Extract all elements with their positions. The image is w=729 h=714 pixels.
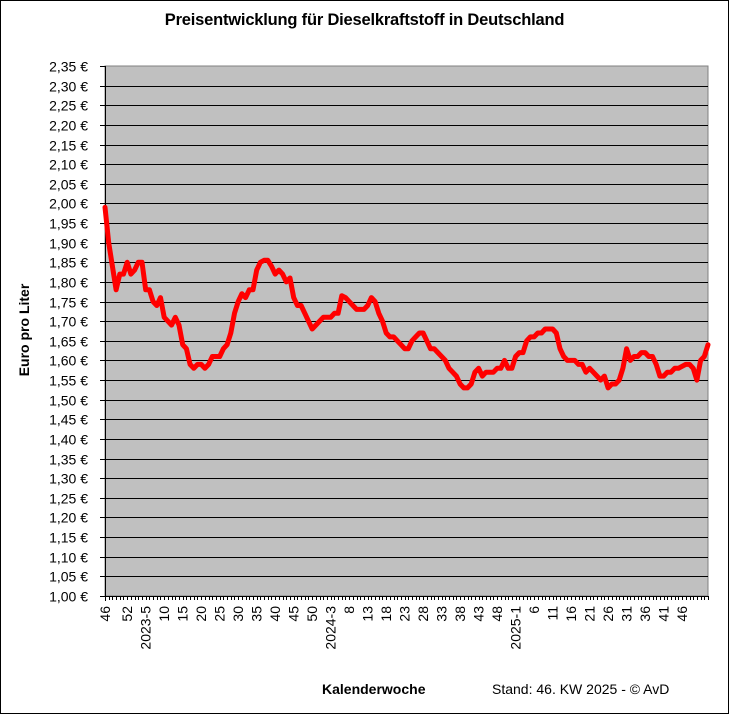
x-tick-label: 13 — [360, 606, 376, 622]
y-tick-label: 2,00 € — [49, 196, 88, 212]
x-tick-label: 2025-1 — [508, 606, 524, 650]
x-tick-label: 40 — [267, 606, 283, 622]
y-tick-label: 2,25 € — [49, 98, 88, 114]
x-tick-label: 43 — [471, 606, 487, 622]
x-tick-label: 18 — [378, 606, 394, 622]
y-tick-label: 1,40 € — [49, 432, 88, 448]
y-tick-label: 2,30 € — [49, 79, 88, 95]
x-tick-label: 25 — [212, 606, 228, 622]
x-tick-label: 2023-5 — [138, 606, 154, 650]
y-tick-label: 1,00 € — [49, 589, 88, 605]
y-tick-label: 1,25 € — [49, 491, 88, 507]
x-tick-label: 16 — [563, 606, 579, 622]
x-tick-label: 30 — [230, 606, 246, 622]
x-tick-label: 2024-3 — [323, 606, 339, 650]
x-tick-label: 50 — [304, 606, 320, 622]
y-tick-label: 1,65 € — [49, 334, 88, 350]
y-tick-label: 2,35 € — [49, 59, 88, 75]
footer-stand-text: Stand: 46. KW 2025 - © AvD — [492, 681, 670, 697]
y-tick-label: 1,75 € — [49, 295, 88, 311]
x-tick-label: 35 — [249, 606, 265, 622]
y-tick-label: 2,10 € — [49, 157, 88, 173]
y-axis: 1,00 € 1,05 € 1,10 € 1,15 € 1,20 € 1,25 € 1,30… — [49, 59, 106, 605]
y-tick-label: 1,90 € — [49, 236, 88, 252]
diesel-price-line — [102, 204, 711, 391]
y-tick-label: 1,60 € — [49, 353, 88, 369]
x-tick-label: 23 — [397, 606, 413, 622]
y-tick-label: 1,95 € — [49, 216, 88, 232]
y-tick-label: 1,10 € — [49, 550, 88, 566]
x-tick-label: 10 — [156, 606, 172, 622]
y-tick-label: 1,35 € — [49, 452, 88, 468]
y-tick-label: 1,45 € — [49, 412, 88, 428]
x-tick-label: 41 — [656, 606, 672, 622]
y-tick-label: 2,20 € — [49, 118, 88, 134]
x-tick-label: 26 — [600, 606, 616, 622]
y-tick-label: 2,15 € — [49, 138, 88, 154]
x-tick-label: 8 — [341, 606, 357, 614]
y-tick-label: 1,50 € — [49, 393, 88, 409]
y-tick-label: 1,55 € — [49, 373, 88, 389]
x-tick-label: 46 — [674, 606, 690, 622]
x-tick-label: 11 — [545, 606, 561, 621]
x-tick-label: 45 — [286, 606, 302, 622]
x-axis-label: Kalenderwoche — [322, 681, 426, 697]
y-tick-label: 1,30 € — [49, 471, 88, 487]
y-tick-label: 1,05 € — [49, 569, 88, 585]
x-tick-label: 46 — [97, 606, 113, 622]
x-tick-label: 15 — [175, 606, 191, 622]
y-tick-label: 1,70 € — [49, 314, 88, 330]
x-tick-label: 33 — [434, 606, 450, 622]
x-tick-label: 36 — [637, 606, 653, 622]
x-tick-label: 38 — [452, 606, 468, 622]
x-tick-label: 21 — [582, 606, 598, 622]
chart-title: Preisentwicklung für Dieselkraftstoff in… — [164, 11, 565, 29]
x-tick-label: 52 — [119, 606, 135, 622]
x-tick-label: 20 — [193, 606, 209, 622]
x-axis: 46 52 2023-5 10 15 20 25 30 35 40 45 50 2024-3 8 13 18 2… — [97, 596, 709, 650]
y-tick-label: 1,15 € — [49, 530, 88, 546]
x-tick-label: 6 — [526, 606, 542, 614]
x-tick-label: 28 — [415, 606, 431, 622]
y-tick-label: 2,05 € — [49, 177, 88, 193]
x-tick-label: 48 — [489, 606, 505, 622]
x-tick-label: 31 — [619, 606, 635, 622]
y-tick-label: 1,80 € — [49, 275, 88, 291]
y-tick-label: 1,85 € — [49, 255, 88, 271]
y-tick-label: 1,20 € — [49, 510, 88, 526]
